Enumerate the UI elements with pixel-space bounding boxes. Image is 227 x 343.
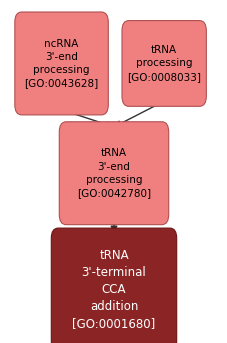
Text: tRNA
3'-end
processing
[GO:0042780]: tRNA 3'-end processing [GO:0042780] xyxy=(76,149,151,198)
FancyBboxPatch shape xyxy=(59,122,168,225)
Text: ncRNA
3'-end
processing
[GO:0043628]: ncRNA 3'-end processing [GO:0043628] xyxy=(24,39,98,88)
Text: tRNA
3'-terminal
CCA
addition
[GO:0001680]: tRNA 3'-terminal CCA addition [GO:000168… xyxy=(72,249,155,330)
FancyBboxPatch shape xyxy=(51,228,176,343)
Text: tRNA
processing
[GO:0008033]: tRNA processing [GO:0008033] xyxy=(127,45,200,82)
FancyBboxPatch shape xyxy=(15,12,108,115)
FancyBboxPatch shape xyxy=(121,21,205,106)
